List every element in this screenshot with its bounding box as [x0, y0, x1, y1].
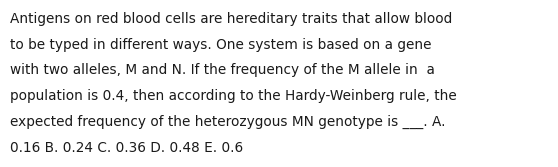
Text: with two alleles, M and N. If the frequency of the M allele in  a: with two alleles, M and N. If the freque… — [10, 63, 435, 77]
Text: expected frequency of the heterozygous MN genotype is ___. A.: expected frequency of the heterozygous M… — [10, 115, 445, 129]
Text: 0.16 B. 0.24 C. 0.36 D. 0.48 E. 0.6: 0.16 B. 0.24 C. 0.36 D. 0.48 E. 0.6 — [10, 141, 243, 155]
Text: to be typed in different ways. One system is based on a gene: to be typed in different ways. One syste… — [10, 38, 431, 52]
Text: Antigens on red blood cells are hereditary traits that allow blood: Antigens on red blood cells are heredita… — [10, 12, 453, 26]
Text: population is 0.4, then according to the Hardy-Weinberg rule, the: population is 0.4, then according to the… — [10, 89, 457, 103]
